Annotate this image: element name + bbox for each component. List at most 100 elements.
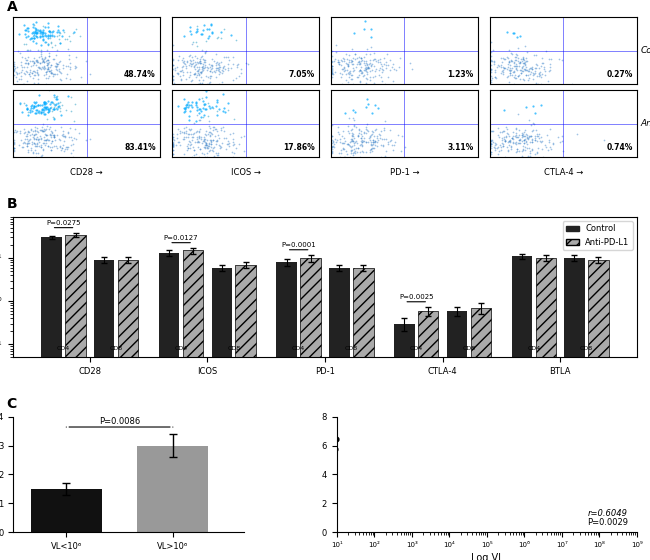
Point <box>532 60 542 69</box>
Point <box>486 55 497 64</box>
Point <box>359 53 369 62</box>
Point <box>168 75 179 84</box>
Point <box>361 67 372 76</box>
Point <box>48 55 58 64</box>
Point <box>31 32 41 41</box>
Point <box>227 152 238 161</box>
Point <box>41 38 51 47</box>
Point <box>369 62 379 71</box>
Point <box>185 107 196 116</box>
Point <box>356 62 367 71</box>
Point <box>38 71 49 80</box>
Point <box>20 100 31 109</box>
Bar <box>94 260 114 560</box>
Point <box>18 143 29 152</box>
Point <box>27 57 38 66</box>
Point <box>346 74 357 83</box>
Point <box>510 70 520 79</box>
Point <box>536 137 547 146</box>
Point <box>40 138 51 147</box>
Point <box>381 60 391 69</box>
Point <box>181 101 191 110</box>
Point <box>505 56 515 65</box>
Point <box>356 130 366 139</box>
Point <box>545 125 555 134</box>
Point <box>193 69 203 78</box>
Point <box>200 150 210 158</box>
Point <box>185 144 196 153</box>
Point <box>65 63 75 72</box>
Point <box>46 68 57 77</box>
Point <box>44 62 55 71</box>
Point <box>520 145 530 154</box>
Point <box>29 33 39 42</box>
Point <box>511 124 521 133</box>
Point <box>55 67 65 76</box>
Point <box>515 65 525 74</box>
Point <box>173 55 183 64</box>
Point <box>327 131 337 140</box>
Point <box>354 56 365 65</box>
Bar <box>353 268 374 560</box>
Point <box>169 136 179 144</box>
Point <box>22 53 32 62</box>
Point <box>522 48 532 57</box>
Point <box>515 54 526 63</box>
Point <box>519 136 529 144</box>
Point <box>189 151 200 160</box>
Point <box>176 63 187 72</box>
Point <box>385 135 396 144</box>
Point <box>32 56 42 65</box>
Point <box>200 141 210 150</box>
Point <box>513 56 523 65</box>
Point <box>327 69 337 78</box>
Point <box>510 73 520 82</box>
Point <box>365 144 376 153</box>
Point <box>53 101 63 110</box>
Point <box>172 130 183 139</box>
Point <box>500 152 510 161</box>
Point <box>211 125 221 134</box>
Point <box>337 54 348 63</box>
Point <box>59 147 70 156</box>
Point <box>191 25 202 34</box>
Point <box>359 66 369 74</box>
Point <box>486 137 497 146</box>
Point <box>46 138 56 147</box>
Point <box>172 62 183 71</box>
Point <box>524 133 534 142</box>
Point <box>368 137 378 146</box>
Point <box>513 132 523 141</box>
Point <box>40 31 50 40</box>
Point <box>38 58 49 67</box>
Point <box>9 127 20 136</box>
Point <box>31 133 42 142</box>
Point <box>525 132 536 141</box>
Point <box>195 57 205 66</box>
Point <box>350 107 360 116</box>
Point <box>351 137 361 146</box>
Point <box>16 136 26 144</box>
Point <box>36 28 46 37</box>
Point <box>369 132 379 141</box>
Point <box>242 59 253 68</box>
Point <box>366 138 376 147</box>
Point <box>46 60 57 69</box>
Point <box>207 104 218 113</box>
Point <box>170 63 180 72</box>
Point <box>46 130 57 139</box>
Point <box>31 97 42 106</box>
Point <box>179 94 189 103</box>
Point <box>68 29 78 38</box>
Point <box>43 18 53 27</box>
Point <box>493 146 504 155</box>
Point <box>214 60 224 69</box>
Point <box>34 31 45 40</box>
Point <box>488 127 498 136</box>
Point <box>21 131 31 140</box>
Point <box>38 25 48 34</box>
Point <box>367 59 377 68</box>
Point <box>36 52 46 60</box>
Point <box>353 132 363 141</box>
Point <box>557 132 567 141</box>
